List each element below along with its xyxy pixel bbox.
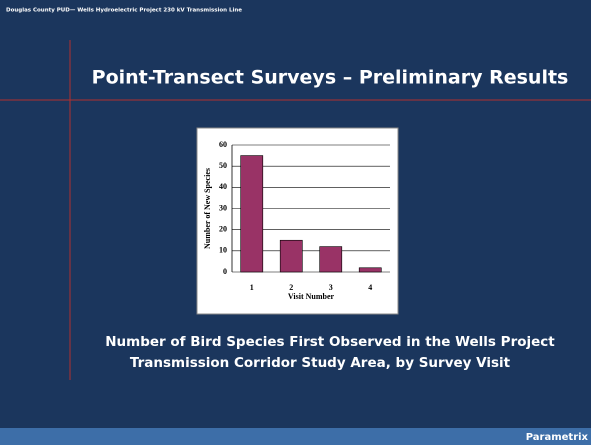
slide-title: Point-Transect Surveys – Preliminary Res…	[92, 67, 569, 89]
bar	[240, 155, 264, 273]
y-tick-label: 60	[219, 140, 227, 149]
y-axis-label: Number of New Species	[203, 168, 212, 249]
footer: Parametrix	[526, 432, 589, 443]
y-tick-label: 30	[219, 203, 227, 212]
y-tick-label: 0	[223, 267, 227, 276]
bar	[319, 246, 343, 273]
caption-line: Number of Bird Species First Observed in…	[105, 334, 555, 350]
y-tick-label: 40	[219, 182, 227, 191]
footer-band	[0, 428, 591, 445]
caption-line: Transmission Corridor Study Area, by Sur…	[130, 355, 511, 371]
x-tick-label: 2	[289, 283, 293, 292]
bar	[358, 267, 382, 273]
y-tick-label: 50	[219, 161, 227, 170]
x-axis-label: Visit Number	[288, 292, 335, 301]
y-tick-label: 10	[219, 246, 227, 255]
bar	[279, 239, 303, 273]
x-tick-label: 3	[329, 283, 333, 292]
chart-frame	[196, 127, 399, 315]
header: Douglas County PUD— Wells Hydroelectric …	[6, 8, 242, 14]
x-tick-label: 1	[250, 283, 254, 292]
y-tick-label: 20	[219, 224, 227, 233]
x-tick-label: 4	[368, 283, 372, 292]
